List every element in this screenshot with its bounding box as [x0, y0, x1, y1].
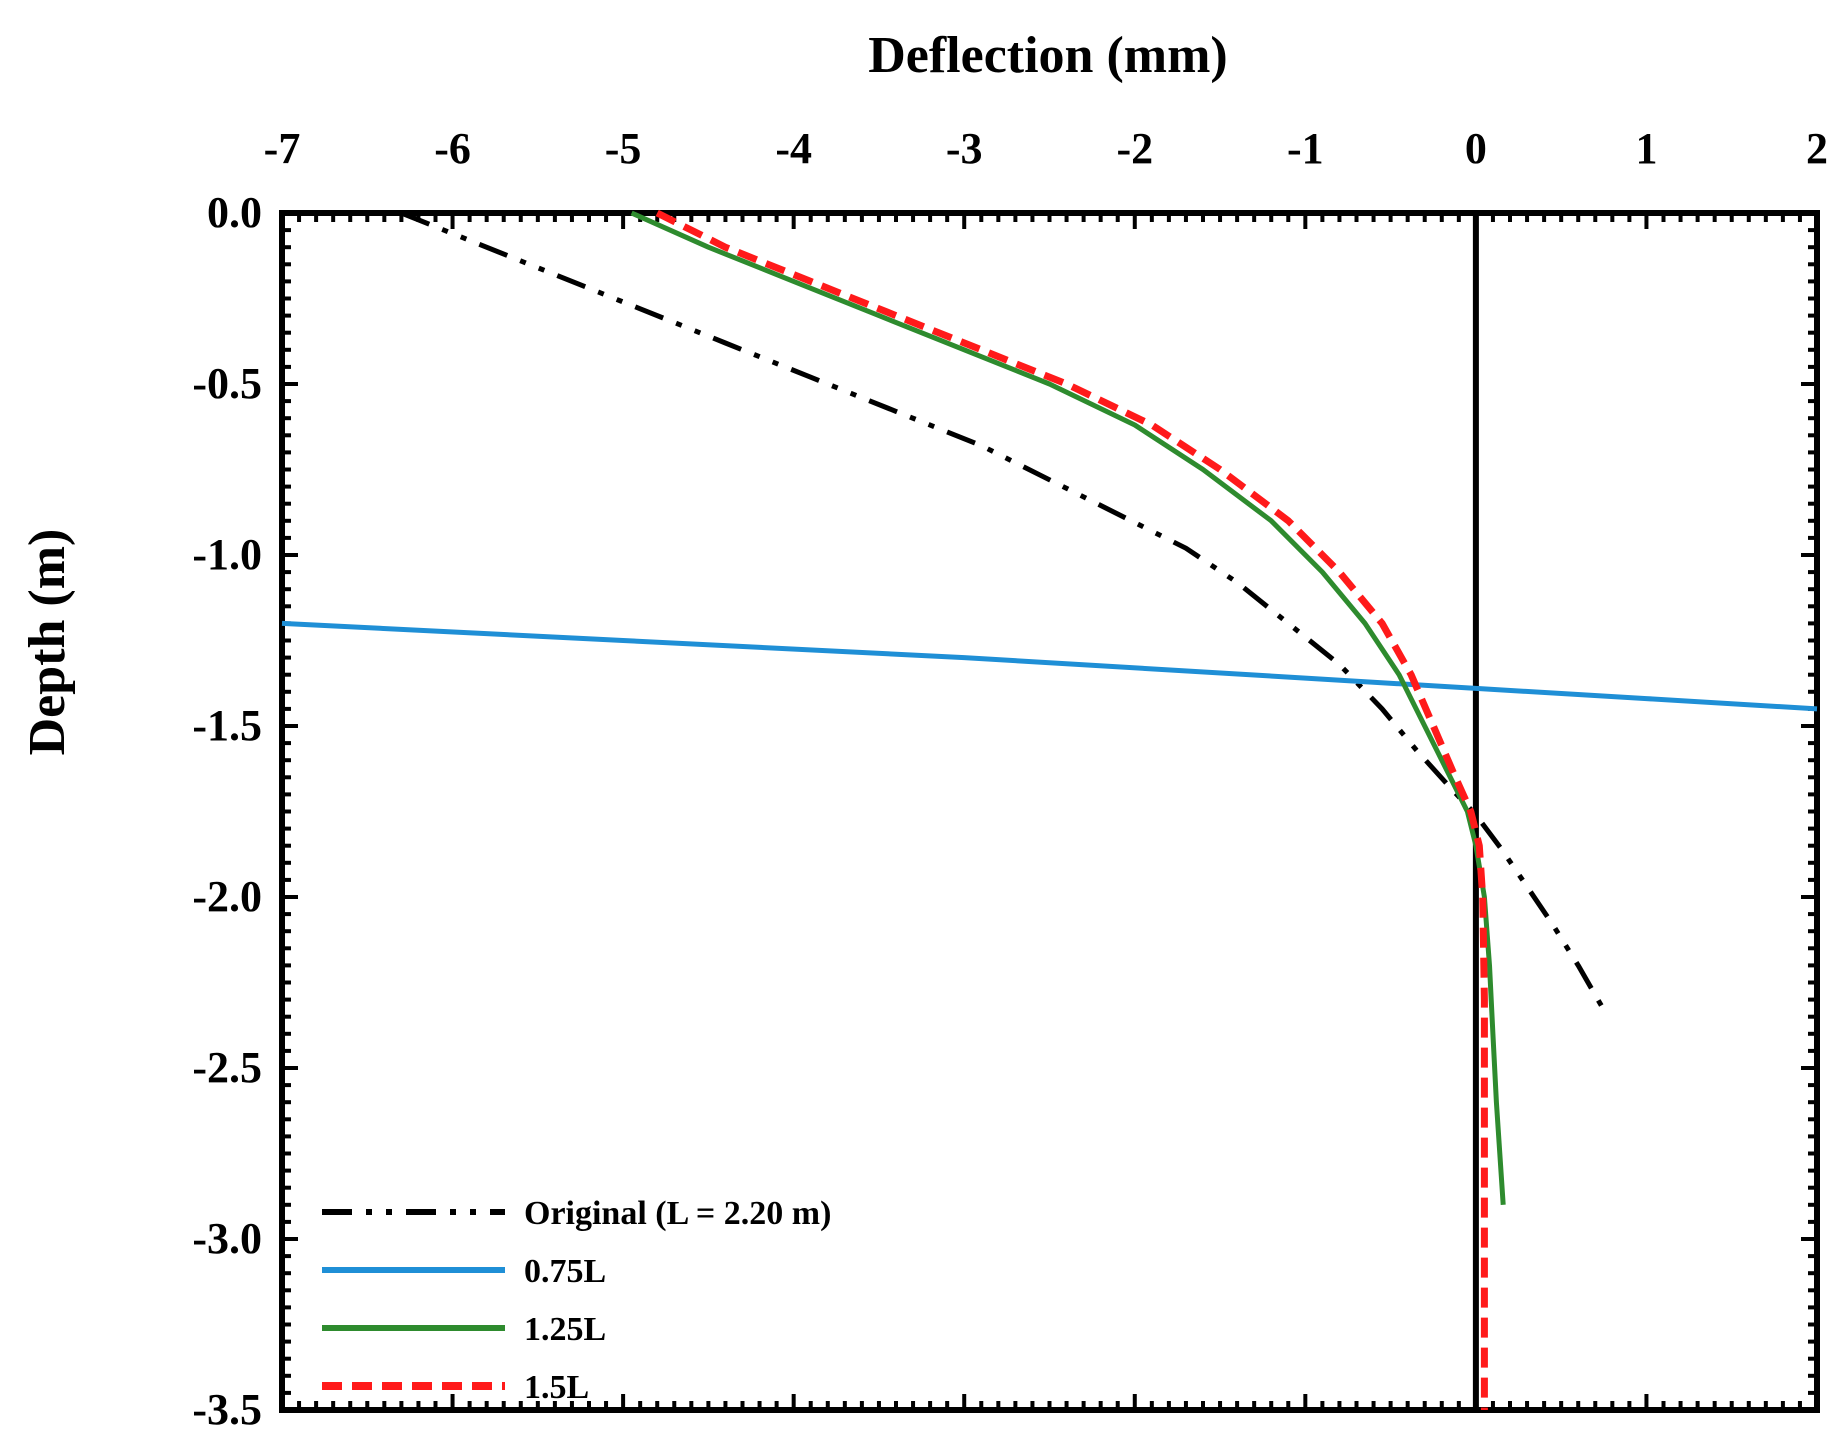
y-axis-label: Depth (m) [19, 529, 76, 756]
series-line-0 [400, 210, 1606, 1012]
series-line-1 [281, 620, 1818, 712]
legend-label-0: Original (L = 2.20 m) [524, 1195, 831, 1232]
y-tick-label: -2.5 [192, 1043, 262, 1092]
legend: Original (L = 2.20 m) 0.75L 1.25L 1.5L [322, 1195, 831, 1406]
legend-label-3: 1.5L [524, 1369, 589, 1406]
x-axis-label: Deflection (mm) [868, 27, 1228, 84]
x-tick-label: 1 [1635, 124, 1657, 173]
y-tick-label: -1.0 [192, 530, 262, 579]
x-tick-label: 0 [1465, 124, 1487, 173]
y-tick-label: -3.0 [192, 1214, 262, 1263]
series-line-3 [655, 209, 1488, 1410]
y-tick-label: -3.5 [192, 1385, 262, 1434]
x-tick-label: -3 [946, 124, 983, 173]
x-tick-label: -2 [1116, 124, 1153, 173]
x-tick-label: -6 [434, 124, 471, 173]
y-tick-label: 0.0 [207, 188, 262, 237]
x-tick-label: -1 [1287, 124, 1324, 173]
x-tick-label: -7 [264, 124, 301, 173]
tick-marks [280, 211, 1819, 1412]
y-tick-label: -1.5 [192, 701, 262, 750]
x-tick-label: 2 [1806, 124, 1828, 173]
x-tick-labels: -7 -6 -5 -4 -3 -2 -1 0 1 2 [264, 124, 1828, 173]
y-tick-label: -2.0 [192, 872, 262, 921]
legend-label-1: 0.75L [524, 1253, 606, 1290]
plot-frame [279, 210, 1820, 1413]
y-tick-labels: 0.0 -0.5 -1.0 -1.5 -2.0 -2.5 -3.0 -3.5 [192, 188, 262, 1434]
legend-label-2: 1.25L [524, 1311, 606, 1348]
x-tick-label: -4 [775, 124, 812, 173]
x-tick-label: -5 [605, 124, 642, 173]
series-layer [281, 209, 1818, 1410]
y-tick-label: -0.5 [192, 359, 262, 408]
series-line-2 [630, 210, 1506, 1205]
